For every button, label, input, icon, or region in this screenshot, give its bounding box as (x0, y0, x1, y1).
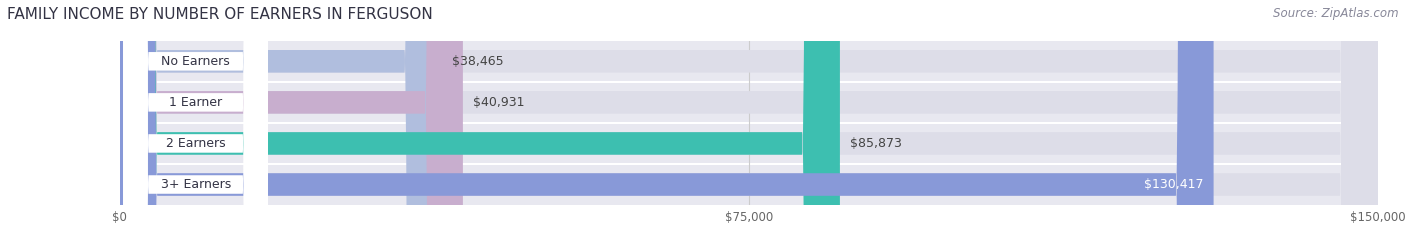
Text: 1 Earner: 1 Earner (169, 96, 222, 109)
Text: 3+ Earners: 3+ Earners (160, 178, 231, 191)
Text: No Earners: No Earners (162, 55, 231, 68)
Bar (120, 123, 1378, 164)
FancyBboxPatch shape (124, 0, 269, 233)
Text: Source: ZipAtlas.com: Source: ZipAtlas.com (1274, 7, 1399, 20)
FancyBboxPatch shape (120, 0, 463, 233)
Text: $130,417: $130,417 (1144, 178, 1204, 191)
Text: FAMILY INCOME BY NUMBER OF EARNERS IN FERGUSON: FAMILY INCOME BY NUMBER OF EARNERS IN FE… (7, 7, 433, 22)
FancyBboxPatch shape (120, 0, 1378, 233)
Bar (120, 164, 1378, 205)
Text: FAMILY INCOME BY NUMBER OF EARNERS IN FERGUSON: FAMILY INCOME BY NUMBER OF EARNERS IN FE… (7, 7, 433, 22)
Bar (120, 82, 1378, 123)
FancyBboxPatch shape (120, 0, 1378, 233)
Bar (120, 41, 1378, 82)
Text: Source: ZipAtlas.com: Source: ZipAtlas.com (1274, 7, 1399, 20)
Text: $38,465: $38,465 (453, 55, 503, 68)
FancyBboxPatch shape (124, 0, 269, 233)
FancyBboxPatch shape (120, 0, 1378, 233)
FancyBboxPatch shape (124, 0, 269, 233)
Text: $40,931: $40,931 (472, 96, 524, 109)
FancyBboxPatch shape (120, 0, 443, 233)
FancyBboxPatch shape (120, 0, 839, 233)
Text: $85,873: $85,873 (851, 137, 901, 150)
FancyBboxPatch shape (124, 0, 269, 233)
Text: 2 Earners: 2 Earners (166, 137, 225, 150)
FancyBboxPatch shape (120, 0, 1378, 233)
FancyBboxPatch shape (120, 0, 1213, 233)
